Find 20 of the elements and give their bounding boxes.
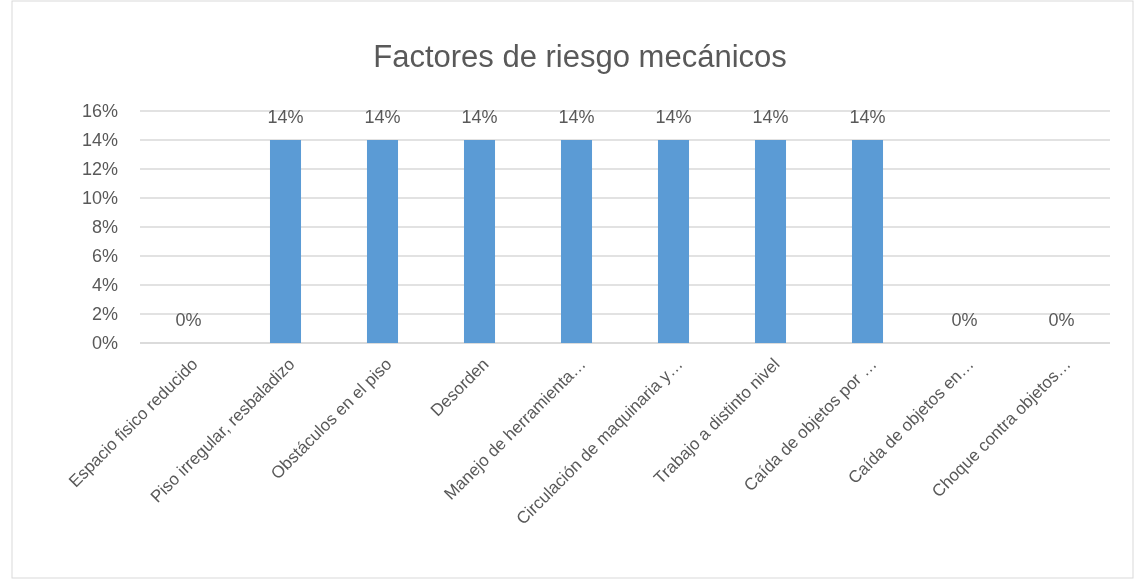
y-tick-label: 10% <box>81 188 118 209</box>
data-label: 14% <box>364 107 401 127</box>
data-label: 0% <box>175 310 202 330</box>
data-label: 14% <box>752 107 789 127</box>
y-tick-label: 12% <box>81 159 118 180</box>
y-tick-label: 8% <box>91 217 118 238</box>
data-label: 14% <box>558 107 595 127</box>
y-tick-label: 6% <box>91 246 118 267</box>
y-tick-label: 4% <box>91 275 118 296</box>
data-label: 0% <box>951 310 978 330</box>
y-tick-label: 14% <box>81 130 118 151</box>
data-label: 14% <box>461 107 498 127</box>
data-label: 0% <box>1048 310 1075 330</box>
y-tick-label: 2% <box>91 304 118 325</box>
y-tick-label: 16% <box>81 101 118 122</box>
data-label: 14% <box>267 107 304 127</box>
y-tick-label: 0% <box>91 333 118 354</box>
data-label: 14% <box>655 107 692 127</box>
data-label: 14% <box>849 107 886 127</box>
chart-title: Factores de riesgo mecánicos <box>373 39 787 74</box>
